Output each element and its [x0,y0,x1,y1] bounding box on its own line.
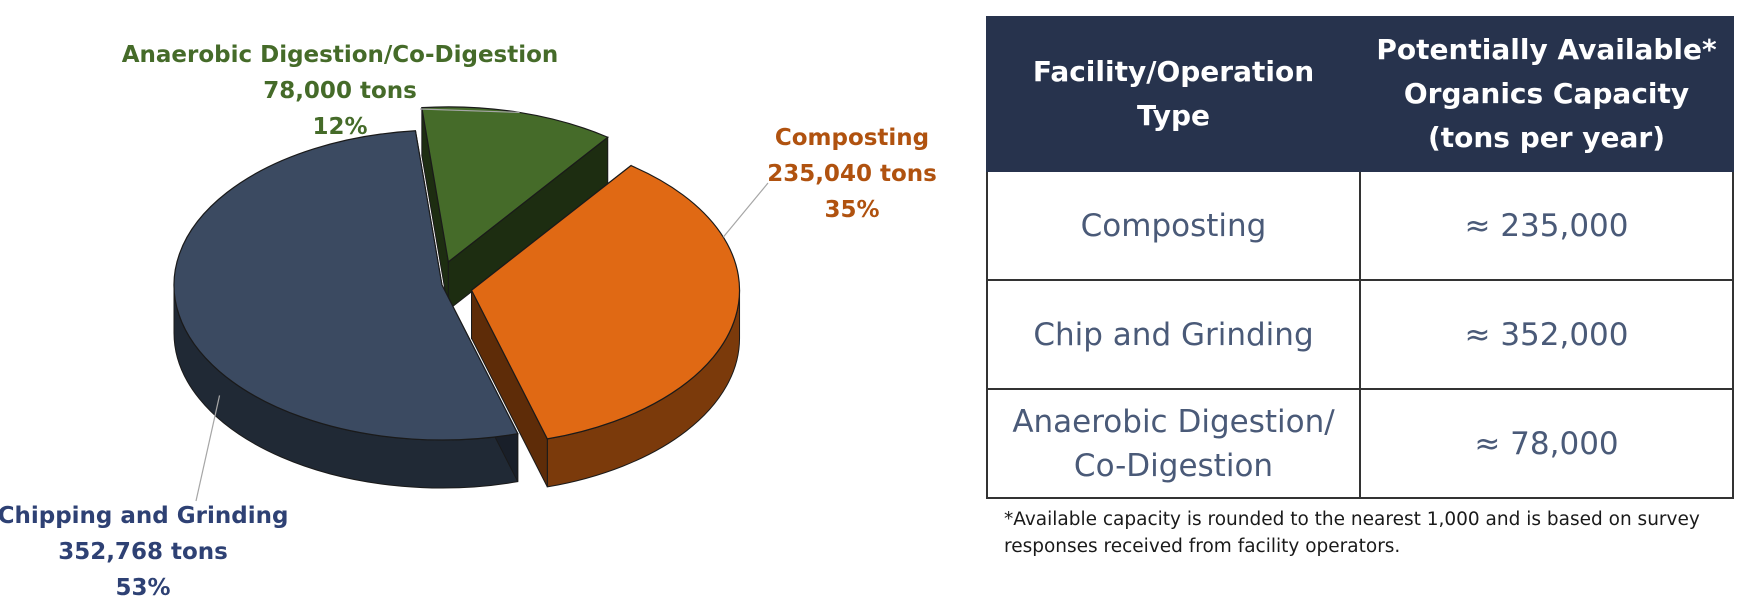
capacity-cell: ≈ 235,000 [1359,170,1734,281]
footnote: *Available capacity is rounded to the ne… [1004,506,1704,560]
table-row: Composting ≈ 235,000 [986,170,1734,281]
leader-line [419,108,520,114]
facility-type-cell: Anaerobic Digestion/ Co-Digestion [986,388,1361,499]
table-row: Chip and Grinding ≈ 352,000 [986,279,1734,390]
capacity-table: Facility/Operation Type Potentially Avai… [986,16,1734,499]
pie-chart: Anaerobic Digestion/Co-Digestion 78,000 t… [0,42,937,601]
footnote-line: *Available capacity is rounded to the ne… [1004,509,1700,530]
slice-label: Chipping and Grinding 352,768 tons 53% [0,503,288,601]
header-facility-type: Facility/Operation Type [986,16,1361,172]
facility-type-cell: Composting [986,170,1361,281]
capacity-cell: ≈ 352,000 [1359,279,1734,390]
footnote-line: responses received from facility operato… [1004,536,1401,557]
pie-slice [421,106,609,311]
slice-label: Anaerobic Digestion/Co-Digestion 78,000 t… [122,42,559,140]
capacity-cell: ≈ 78,000 [1359,388,1734,499]
table-header-row: Facility/Operation Type Potentially Avai… [986,16,1734,172]
slice-label: Composting 235,040 tons 35% [767,125,937,223]
leader-line [195,395,221,502]
pie-slice [470,164,741,488]
leader-line [722,182,769,238]
header-capacity: Potentially Available* Organics Capacity… [1359,16,1734,172]
table-row: Anaerobic Digestion/ Co-Digestion ≈ 78,0… [986,388,1734,499]
facility-type-cell: Chip and Grinding [986,279,1361,390]
pie-slice [173,130,519,489]
